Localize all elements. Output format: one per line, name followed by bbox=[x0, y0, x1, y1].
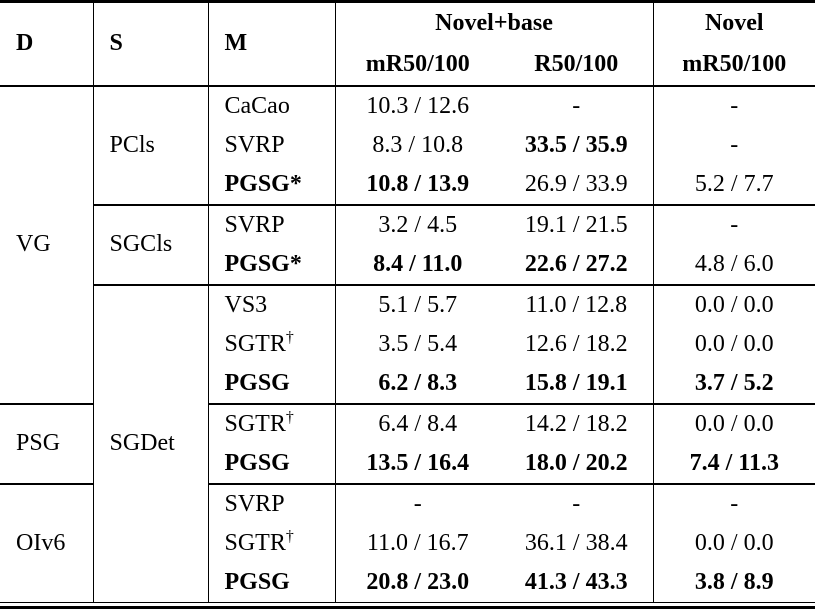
method-cell: SGTR† bbox=[207, 325, 335, 364]
method-cell: VS3 bbox=[207, 285, 335, 325]
value-cell-novel-mr: - bbox=[652, 484, 815, 524]
value-cell-novel-mr: 0.0 / 0.0 bbox=[652, 404, 815, 444]
value-cell-nb-mr: 6.4 / 8.4 bbox=[334, 404, 500, 444]
dagger-mark: † bbox=[285, 328, 294, 346]
metric-header-nb-mr50-100: mR50/100 bbox=[334, 44, 500, 87]
value-cell-nb-mr: 5.1 / 5.7 bbox=[334, 285, 500, 325]
setting-cell-sgdet: SGDet bbox=[92, 285, 208, 603]
value-cell-nb-mr: - bbox=[334, 484, 500, 524]
value-cell-nb-r: 33.5 / 35.9 bbox=[524, 131, 628, 158]
value-cell-nb-r: - bbox=[572, 490, 581, 517]
column-header-method: M bbox=[207, 1, 335, 87]
value-cell-novel-mr: - bbox=[652, 205, 815, 245]
method-cell: PGSG* bbox=[207, 165, 335, 206]
group-header-novel: Novel bbox=[652, 1, 815, 44]
value-cell-novel-mr: 3.8 / 8.9 bbox=[652, 563, 815, 603]
method-cell: CaCao bbox=[207, 86, 335, 126]
value-cell-nb-mr: 11.0 / 16.7 bbox=[334, 524, 500, 563]
value-cell-nb-mr: 3.2 / 4.5 bbox=[334, 205, 500, 245]
value-cell-novel-mr: 4.8 / 6.0 bbox=[652, 245, 815, 286]
metric-header-novel-mr50-100: mR50/100 bbox=[652, 44, 815, 87]
value-cell-nb-r: 15.8 / 19.1 bbox=[500, 364, 654, 405]
value-cell-novel-mr: 7.4 / 11.3 bbox=[652, 444, 815, 485]
dagger-mark: † bbox=[285, 527, 294, 545]
method-cell: SVRP bbox=[207, 484, 335, 524]
dataset-cell-psg: PSG bbox=[0, 404, 93, 485]
value-cell-nb-mr: 8.4 / 11.0 bbox=[334, 245, 500, 286]
value-cell-nb-mr: 10.8 / 13.9 bbox=[334, 165, 500, 206]
method-cell: SVRP bbox=[207, 126, 335, 165]
dagger-mark: † bbox=[285, 408, 294, 426]
dataset-cell-oiv6: OIv6 bbox=[16, 529, 66, 556]
value-cell-novel-mr: 0.0 / 0.0 bbox=[652, 524, 815, 563]
method-name: SGTR bbox=[224, 410, 286, 437]
value-cell-nb-r: 41.3 / 43.3 bbox=[524, 568, 628, 595]
value-cell-nb-mr: 6.2 / 8.3 bbox=[334, 364, 500, 405]
method-cell: PGSG bbox=[207, 563, 335, 603]
setting-cell-sgcls: SGCls bbox=[92, 205, 208, 286]
method-cell: SVRP bbox=[207, 205, 335, 245]
value-cell-nb-r: 36.1 / 38.4 bbox=[524, 529, 628, 556]
value-cell-nb-r: 22.6 / 27.2 bbox=[500, 245, 654, 286]
value-cell-nb-r: 12.6 / 18.2 bbox=[524, 330, 628, 357]
value-cell-novel-mr: 0.0 / 0.0 bbox=[652, 285, 815, 325]
value-cell-nb-mr: 20.8 / 23.0 bbox=[334, 563, 500, 603]
value-cell-novel-mr: - bbox=[652, 86, 815, 126]
method-cell: SGTR† bbox=[207, 524, 335, 563]
value-cell-nb-mr: 3.5 / 5.4 bbox=[334, 325, 500, 364]
value-cell-nb-r: 14.2 / 18.2 bbox=[524, 410, 628, 437]
value-cell-nb-mr: 8.3 / 10.8 bbox=[334, 126, 500, 165]
value-cell-novel-mr: 3.7 / 5.2 bbox=[652, 364, 815, 405]
value-cell-nb-mr: 13.5 / 16.4 bbox=[334, 444, 500, 485]
method-name: SGTR bbox=[224, 330, 286, 357]
method-cell: PGSG bbox=[207, 444, 335, 485]
column-header-dataset: D bbox=[0, 1, 93, 87]
metric-header-nb-r50-100: R50/100 bbox=[500, 44, 654, 87]
method-cell: SGTR† bbox=[207, 404, 335, 444]
value-cell-nb-r: 19.1 / 21.5 bbox=[524, 211, 628, 238]
setting-cell-pcls: PCls bbox=[92, 86, 208, 206]
value-cell-nb-r: - bbox=[572, 92, 581, 119]
method-name: SGTR bbox=[224, 529, 286, 556]
column-header-setting: S bbox=[92, 1, 208, 87]
value-cell-nb-r: 11.0 / 12.8 bbox=[525, 291, 628, 318]
group-header-novel-base: Novel+base bbox=[334, 1, 654, 44]
value-cell-novel-mr: 0.0 / 0.0 bbox=[652, 325, 815, 364]
dataset-cell-vg: VG bbox=[0, 86, 93, 405]
method-cell: PGSG bbox=[207, 364, 335, 405]
value-cell-nb-r: 18.0 / 20.2 bbox=[500, 444, 654, 485]
value-cell-novel-mr: - bbox=[652, 126, 815, 165]
method-cell: PGSG* bbox=[207, 245, 335, 286]
value-cell-nb-r: 26.9 / 33.9 bbox=[500, 165, 654, 206]
value-cell-nb-mr: 10.3 / 12.6 bbox=[334, 86, 500, 126]
value-cell-novel-mr: 5.2 / 7.7 bbox=[652, 165, 815, 206]
